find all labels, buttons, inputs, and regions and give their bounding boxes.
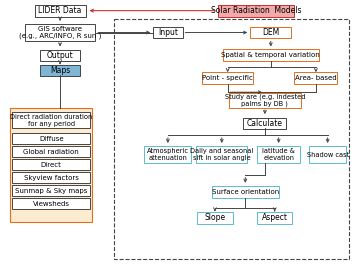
FancyBboxPatch shape <box>10 108 92 222</box>
FancyBboxPatch shape <box>12 146 91 157</box>
FancyBboxPatch shape <box>12 134 91 144</box>
Text: Direct radiation duration
for any period: Direct radiation duration for any period <box>10 114 92 127</box>
FancyBboxPatch shape <box>229 93 301 108</box>
FancyBboxPatch shape <box>144 146 191 163</box>
Text: Viewsheds: Viewsheds <box>33 201 70 207</box>
FancyBboxPatch shape <box>212 186 279 198</box>
FancyBboxPatch shape <box>12 159 91 170</box>
FancyBboxPatch shape <box>196 146 247 163</box>
FancyBboxPatch shape <box>40 65 80 76</box>
Text: Calculate: Calculate <box>247 119 283 128</box>
FancyBboxPatch shape <box>12 172 91 183</box>
Text: latitude &
elevation: latitude & elevation <box>262 148 295 161</box>
FancyBboxPatch shape <box>244 118 286 128</box>
Text: Point - specific: Point - specific <box>202 75 253 81</box>
Text: Aspect: Aspect <box>262 213 288 222</box>
Text: GIS software
(e.g., ARC/INFO, R sun ): GIS software (e.g., ARC/INFO, R sun ) <box>19 26 101 39</box>
FancyBboxPatch shape <box>12 185 91 196</box>
Text: Global radiation: Global radiation <box>23 149 79 155</box>
FancyBboxPatch shape <box>202 72 253 84</box>
FancyBboxPatch shape <box>309 146 346 163</box>
FancyBboxPatch shape <box>218 5 294 16</box>
FancyBboxPatch shape <box>250 27 291 39</box>
FancyBboxPatch shape <box>12 198 91 209</box>
FancyBboxPatch shape <box>223 49 319 61</box>
Text: Atmospheric
attenuation: Atmospheric attenuation <box>147 148 189 161</box>
FancyBboxPatch shape <box>257 211 293 223</box>
Text: DEM: DEM <box>262 28 279 37</box>
Text: Diffuse: Diffuse <box>39 136 64 142</box>
Text: Input: Input <box>158 28 178 37</box>
Text: LIDER Data: LIDER Data <box>38 6 82 15</box>
Text: Slope: Slope <box>204 213 225 222</box>
Text: Skyview factors: Skyview factors <box>24 175 79 181</box>
Text: Study are (e.g. indested
palms by DB ): Study are (e.g. indested palms by DB ) <box>225 93 305 107</box>
FancyBboxPatch shape <box>257 146 300 163</box>
Text: Spatial & temporal variation: Spatial & temporal variation <box>222 52 320 59</box>
FancyBboxPatch shape <box>153 27 182 38</box>
Text: Direct: Direct <box>41 162 62 168</box>
FancyBboxPatch shape <box>197 211 233 223</box>
Text: Daily and seasonal
sift in solar angle: Daily and seasonal sift in solar angle <box>190 148 253 161</box>
Text: Output: Output <box>47 51 73 60</box>
Text: Maps: Maps <box>50 66 70 75</box>
FancyBboxPatch shape <box>294 72 338 84</box>
FancyBboxPatch shape <box>40 50 80 61</box>
Text: Surface orientation: Surface orientation <box>212 189 279 195</box>
Text: Shadow cast: Shadow cast <box>306 152 349 158</box>
FancyBboxPatch shape <box>12 112 91 128</box>
Text: Solar Radiation  Models: Solar Radiation Models <box>211 6 301 15</box>
FancyBboxPatch shape <box>25 24 95 41</box>
Text: Sunmap & Sky maps: Sunmap & Sky maps <box>15 188 87 194</box>
Text: Area- based: Area- based <box>295 75 337 81</box>
FancyBboxPatch shape <box>34 5 86 16</box>
